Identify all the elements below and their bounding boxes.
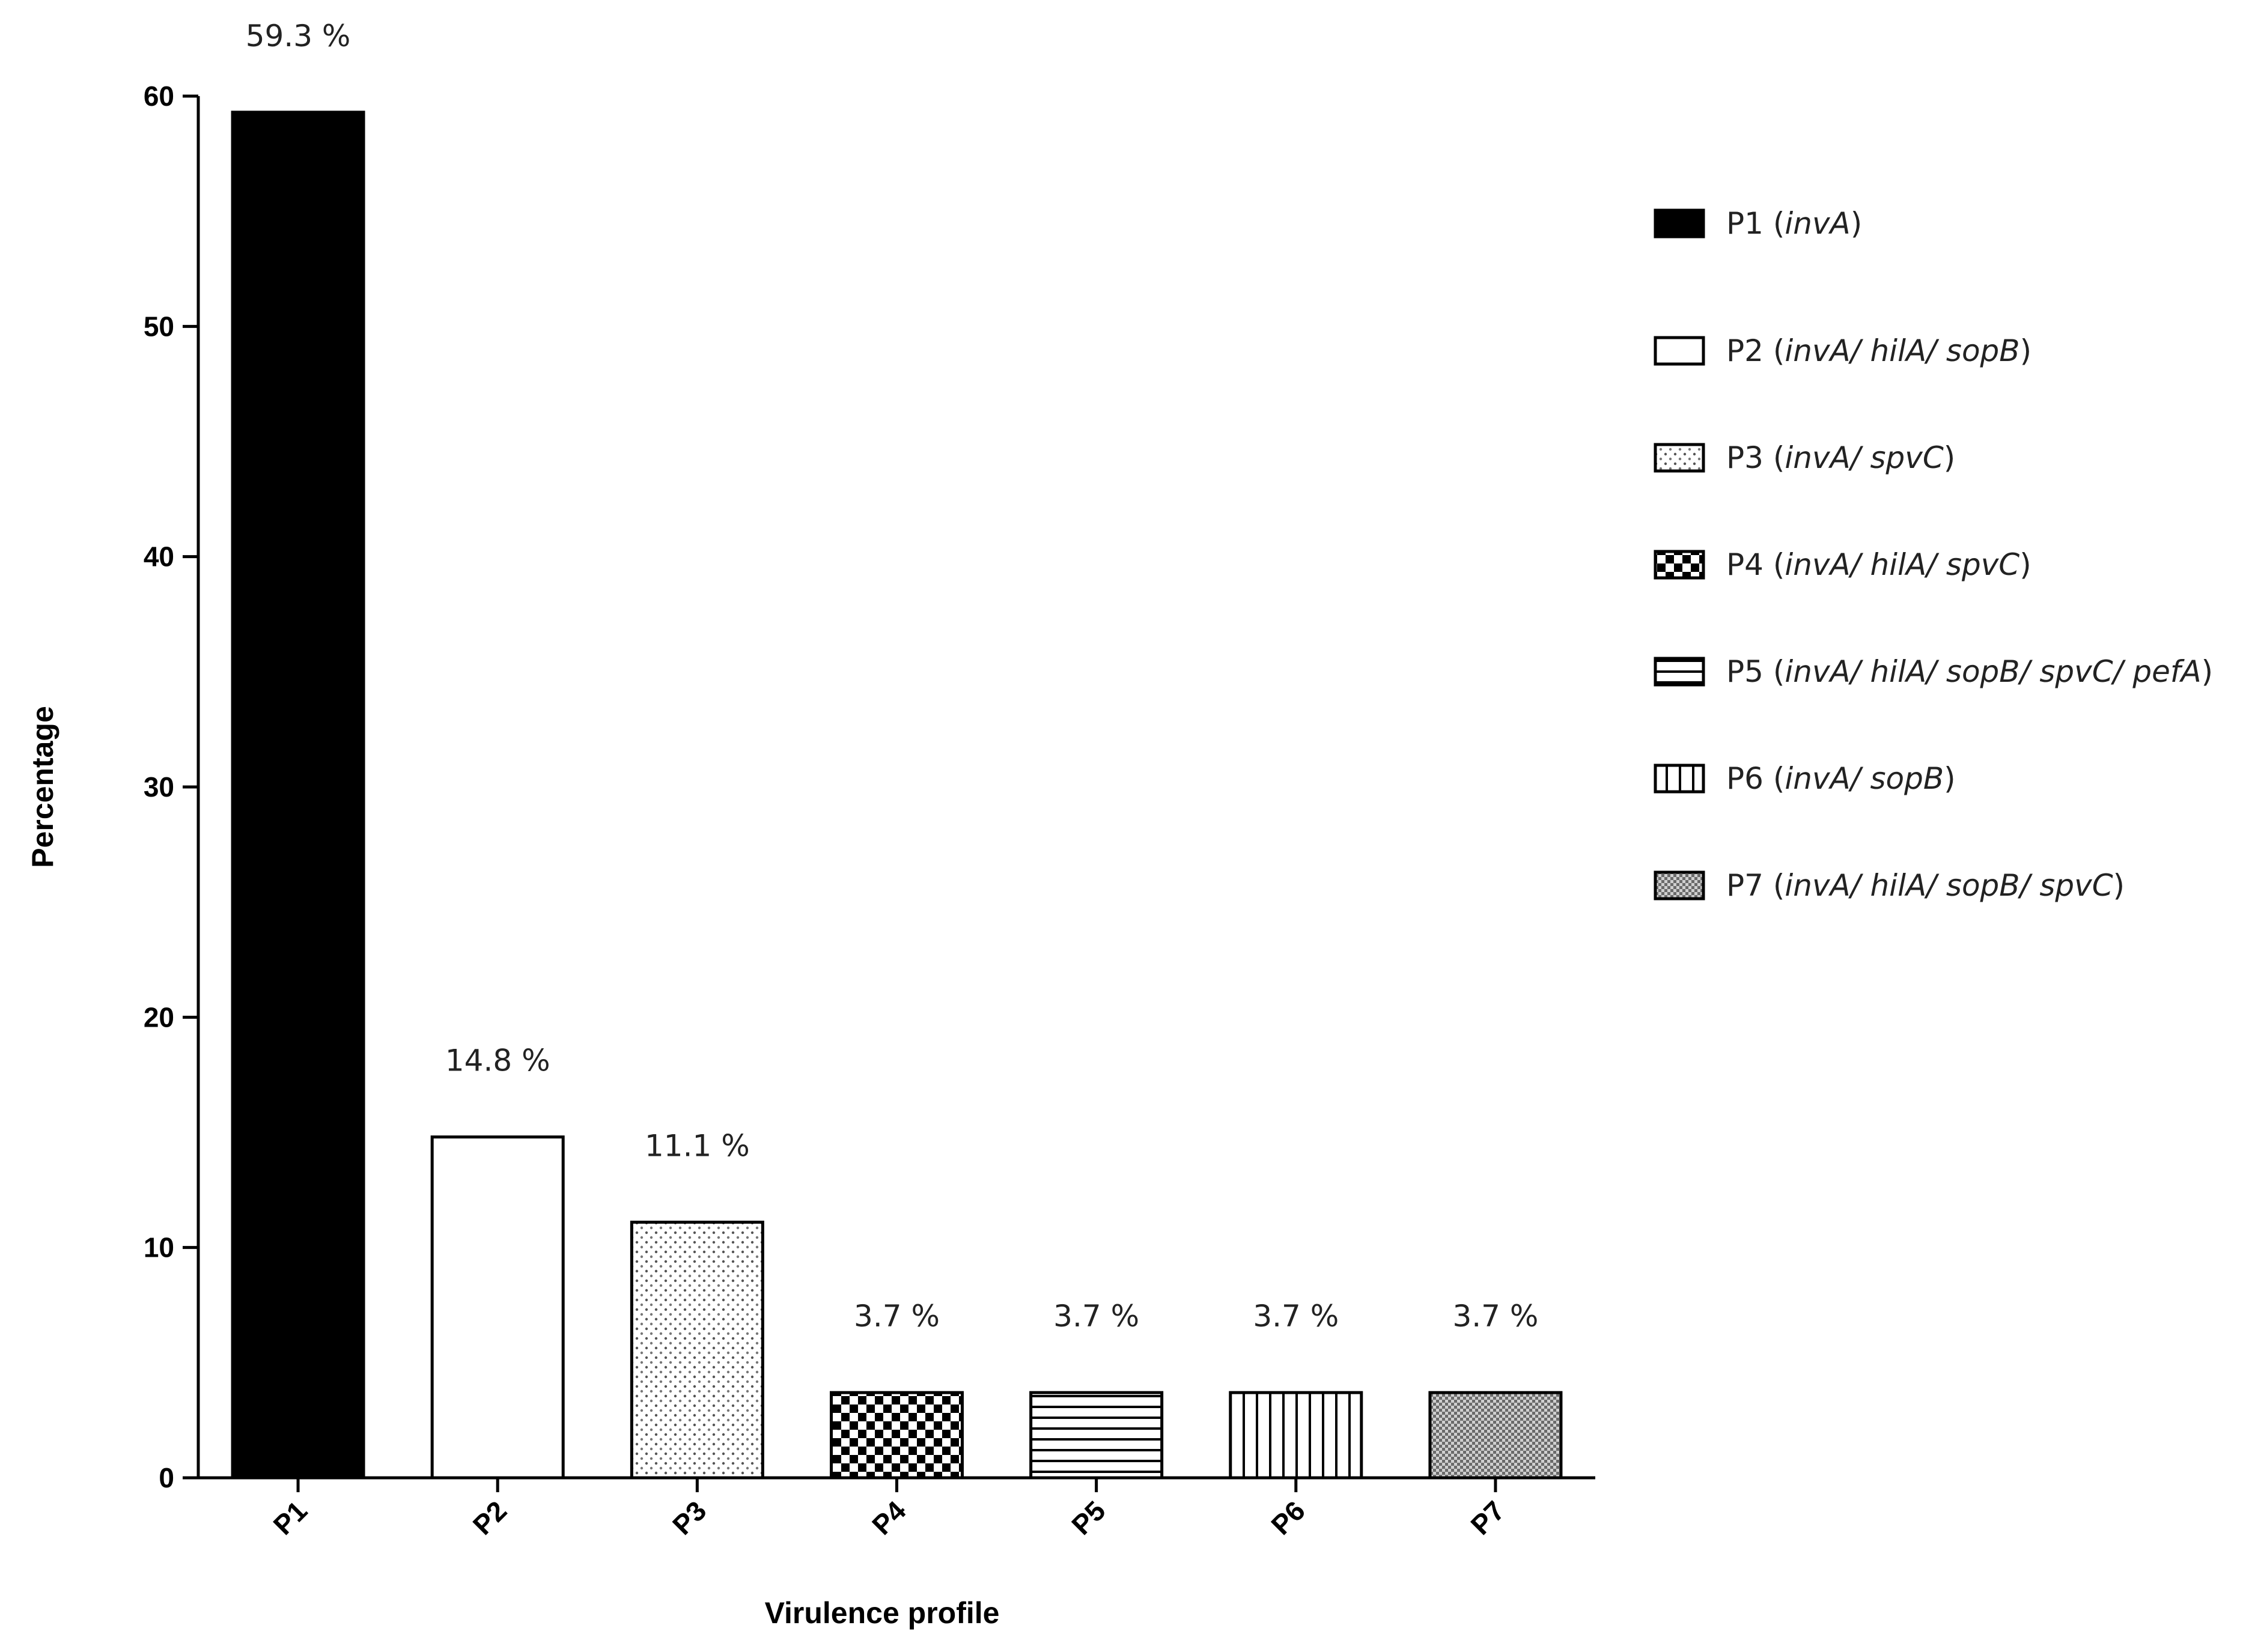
y-tick-label: 40: [144, 541, 174, 572]
x-tick-label: P2: [467, 1495, 513, 1541]
y-tick-label: 50: [144, 311, 174, 342]
data-label-p5: 3.7 %: [1053, 1299, 1139, 1334]
legend-item-p3: P3 (invA/ spvC): [1654, 440, 1955, 475]
legend-item-p4: P4 (invA/ hilA/ spvC): [1654, 547, 2031, 582]
x-tick-label: P1: [267, 1495, 314, 1541]
legend-label: P1 (invA): [1726, 206, 1862, 241]
legend-swatch: [1654, 443, 1705, 473]
legend-swatch: [1654, 764, 1705, 794]
y-axis: 0 10 20 30 40 50 60: [144, 80, 200, 1493]
y-tick-label: 0: [159, 1462, 174, 1493]
x-tick-label: P7: [1464, 1495, 1511, 1541]
data-label-p2: 14.8 %: [445, 1043, 550, 1078]
x-tick-label: P5: [1065, 1495, 1112, 1541]
x-tick-label: P4: [866, 1495, 912, 1541]
legend-item-p1: P1 (invA): [1654, 206, 1862, 241]
bar-p6: [1229, 1391, 1363, 1480]
legend: P1 (invA) P2 (invA/ hilA/ sopB) P3 (invA/ …: [1654, 206, 2213, 903]
legend-label: P2 (invA/ hilA/ sopB): [1726, 333, 2031, 368]
bar-p4: [830, 1391, 964, 1480]
legend-label: P6 (invA/ sopB): [1726, 761, 1956, 796]
y-tick-label: 20: [144, 1001, 174, 1033]
data-label-p6: 3.7 %: [1253, 1299, 1339, 1334]
legend-swatch: [1654, 550, 1705, 580]
bar-p1: [231, 111, 365, 1480]
legend-item-p6: P6 (invA/ sopB): [1654, 761, 1956, 796]
x-tick-label: P6: [1265, 1495, 1311, 1541]
legend-swatch: [1654, 336, 1705, 366]
legend-label: P7 (invA/ hilA/ sopB/ spvC): [1726, 868, 2125, 903]
bar-p7: [1428, 1391, 1563, 1480]
legend-swatch: [1654, 208, 1705, 238]
bar-p5: [1029, 1391, 1164, 1480]
data-label-p1: 59.3 %: [246, 19, 351, 53]
legend-item-p5: P5 (invA/ hilA/ sopB/ spvC/ pefA): [1654, 654, 2213, 689]
legend-label: P3 (invA/ spvC): [1726, 440, 1955, 475]
y-tick-label: 30: [144, 771, 174, 803]
bar-p3: [630, 1221, 764, 1480]
data-label-p4: 3.7 %: [854, 1299, 940, 1334]
x-tick-label: P3: [666, 1495, 713, 1541]
x-axis: P1 P2 P3 P4 P5 P6 P7: [197, 1476, 1595, 1541]
y-axis-title: Percentage: [26, 706, 59, 868]
legend-item-p7: P7 (invA/ hilA/ sopB/ spvC): [1654, 868, 2125, 903]
legend-label: P5 (invA/ hilA/ sopB/ spvC/ pefA): [1726, 654, 2213, 689]
x-axis-title: Virulence profile: [765, 1596, 1000, 1630]
legend-swatch: [1654, 870, 1705, 900]
legend-label: P4 (invA/ hilA/ spvC): [1726, 547, 2031, 582]
data-label-p3: 11.1 %: [645, 1129, 750, 1164]
data-label-p7: 3.7 %: [1452, 1299, 1538, 1334]
bars: [231, 111, 1563, 1480]
legend-item-p2: P2 (invA/ hilA/ sopB): [1654, 333, 2031, 368]
y-tick-label: 60: [144, 80, 174, 112]
data-labels: 59.3 % 14.8 % 11.1 % 3.7 % 3.7 % 3.7 % 3.7 %: [246, 19, 1539, 1334]
legend-swatch: [1654, 657, 1705, 687]
bar-p2: [430, 1135, 565, 1480]
y-tick-label: 10: [144, 1232, 174, 1263]
